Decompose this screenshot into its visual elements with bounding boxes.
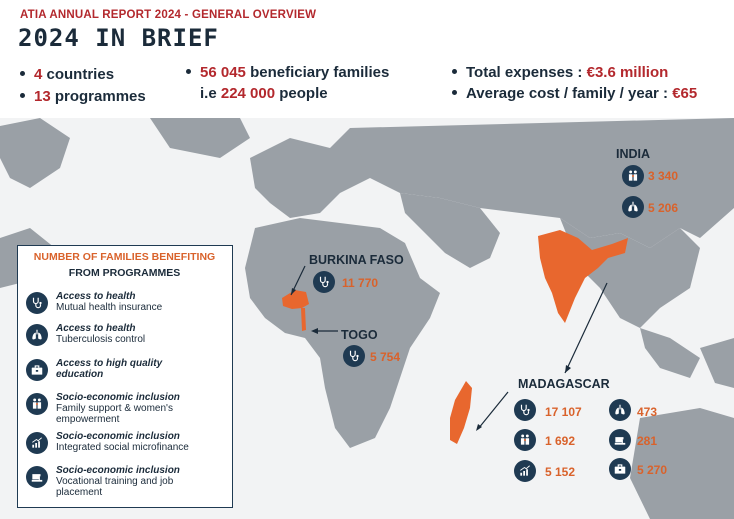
lungs-icon <box>622 196 644 218</box>
burkina-health-value: 11 770 <box>342 276 379 290</box>
stethoscope-icon <box>514 399 536 421</box>
bullet-icon <box>186 68 191 74</box>
legend-subtitle: FROM PROGRAMMES <box>68 267 181 279</box>
madagascar-sewing-value: 281 <box>637 434 658 448</box>
india-family-value: 3 340 <box>648 169 679 183</box>
briefcase-icon <box>609 458 631 480</box>
country-label-madagascar: MADAGASCAR <box>518 377 610 391</box>
world-map-shapes <box>0 118 734 519</box>
sewing-machine-icon <box>609 429 631 451</box>
bullet-icon <box>452 68 457 74</box>
briefcase-icon <box>26 359 48 381</box>
madagascar-family-value: 1 692 <box>545 434 576 448</box>
stat-countries: 4 countries <box>20 66 114 83</box>
stat-programmes: 13 programmes <box>20 88 146 105</box>
stat-avg-cost: Average cost / family / year : €65 <box>452 85 697 102</box>
legend-panel: NUMBER OF FAMILIES BENEFITING FROM PROGR… <box>17 245 233 508</box>
lungs-icon <box>609 399 631 421</box>
report-header: ATIA ANNUAL REPORT 2024 - GENERAL OVERVI… <box>0 0 734 118</box>
family-icon <box>514 429 536 451</box>
madagascar-microfinance-value: 5 152 <box>545 465 576 479</box>
bullet-icon <box>20 70 25 76</box>
stethoscope-icon <box>343 345 365 367</box>
india-lungs-value: 5 206 <box>648 201 679 215</box>
madagascar-lungs-value: 473 <box>637 405 658 419</box>
togo-health-value: 5 754 <box>370 350 401 364</box>
family-icon <box>26 393 48 415</box>
bullet-icon <box>20 92 25 98</box>
country-label-india: INDIA <box>616 147 651 161</box>
bullet-icon <box>452 89 457 95</box>
country-label-burkina-faso: BURKINA FASO <box>309 253 404 267</box>
report-kicker: ATIA ANNUAL REPORT 2024 - GENERAL OVERVI… <box>20 9 317 21</box>
stethoscope-icon <box>313 271 335 293</box>
bar-chart-icon <box>514 460 536 482</box>
page-title: 2024 IN BRIEF <box>18 24 219 52</box>
lungs-icon <box>26 324 48 346</box>
legend-title: NUMBER OF FAMILIES BENEFITING <box>33 251 216 263</box>
stat-families: 56 045 beneficiary families <box>186 64 389 81</box>
family-icon <box>622 165 644 187</box>
stethoscope-icon <box>26 292 48 314</box>
bar-chart-icon <box>26 432 48 454</box>
madagascar-education-value: 5 270 <box>637 463 668 477</box>
sewing-machine-icon <box>26 466 48 488</box>
madagascar-health-value: 17 107 <box>545 405 582 419</box>
stat-people: i.e 224 000 people <box>200 85 328 102</box>
country-label-togo: TOGO <box>341 328 378 342</box>
stat-expenses: Total expenses : €3.6 million <box>452 64 668 81</box>
